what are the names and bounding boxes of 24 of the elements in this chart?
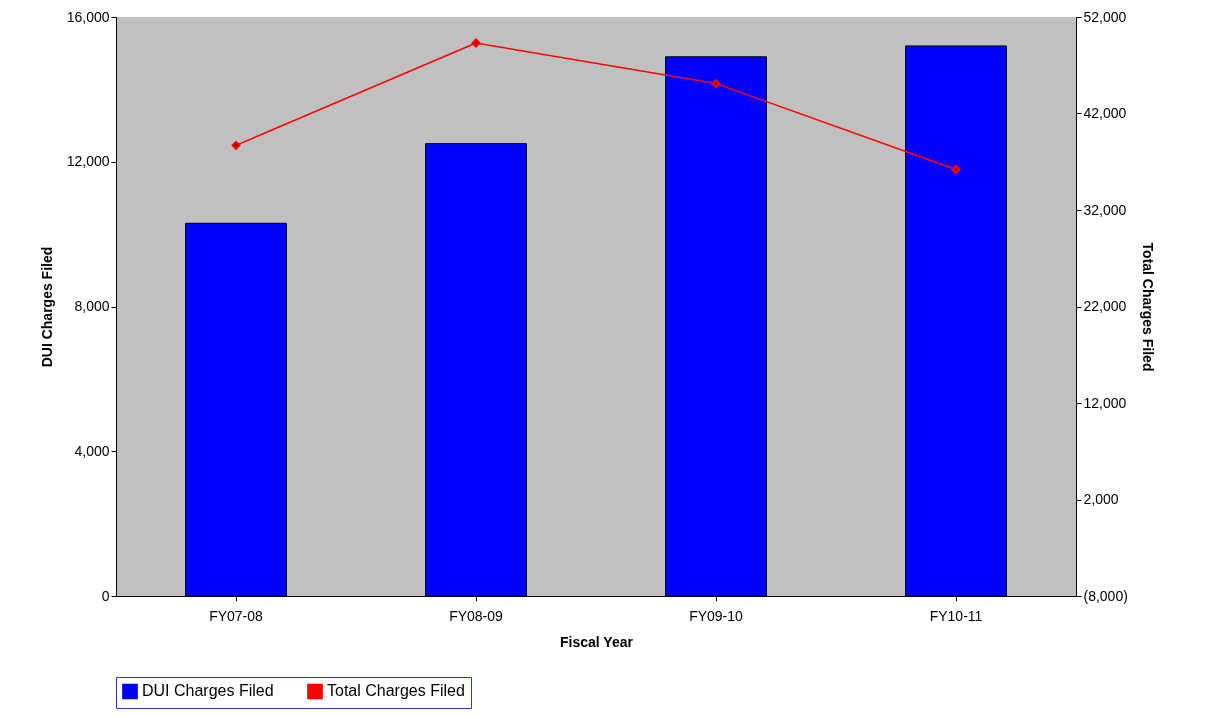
legend-label: DUI Charges Filed [142, 682, 274, 700]
y-tick-label: 16,000 [66, 8, 110, 25]
y2-tick-label: 52,000 [1083, 8, 1127, 25]
y-tick-label: 4,000 [74, 442, 110, 459]
point [951, 164, 961, 175]
x-tick-label: FY08-09 [449, 607, 504, 624]
y2-axis-title: Total Charges Filed [1139, 242, 1156, 372]
y2-tick-label: (8,000) [1083, 587, 1128, 604]
point [711, 79, 721, 89]
y-tick-label: 0 [101, 587, 110, 604]
y2-tick-label: 32,000 [1083, 201, 1127, 218]
y2-tick-label: 2,000 [1083, 491, 1119, 507]
y-tick-label: 8,000 [74, 298, 110, 314]
y2-tick-label: 42,000 [1083, 105, 1127, 121]
point [231, 140, 241, 150]
y-axis-title: DUI Charges Filed [38, 246, 55, 368]
x-tick-label: FY07-08 [209, 607, 264, 624]
y2-tick-label: 22,000 [1083, 298, 1127, 314]
x-tick-label: FY10-11 [929, 607, 983, 624]
y-tick-label: 12,000 [66, 153, 110, 170]
x-tick-label: FY09-10 [689, 607, 744, 624]
x-axis-title: Fiscal Year [560, 633, 634, 650]
y2-tick-label: 12,000 [1083, 394, 1127, 411]
legend-label: Total Charges Filed [327, 682, 465, 700]
